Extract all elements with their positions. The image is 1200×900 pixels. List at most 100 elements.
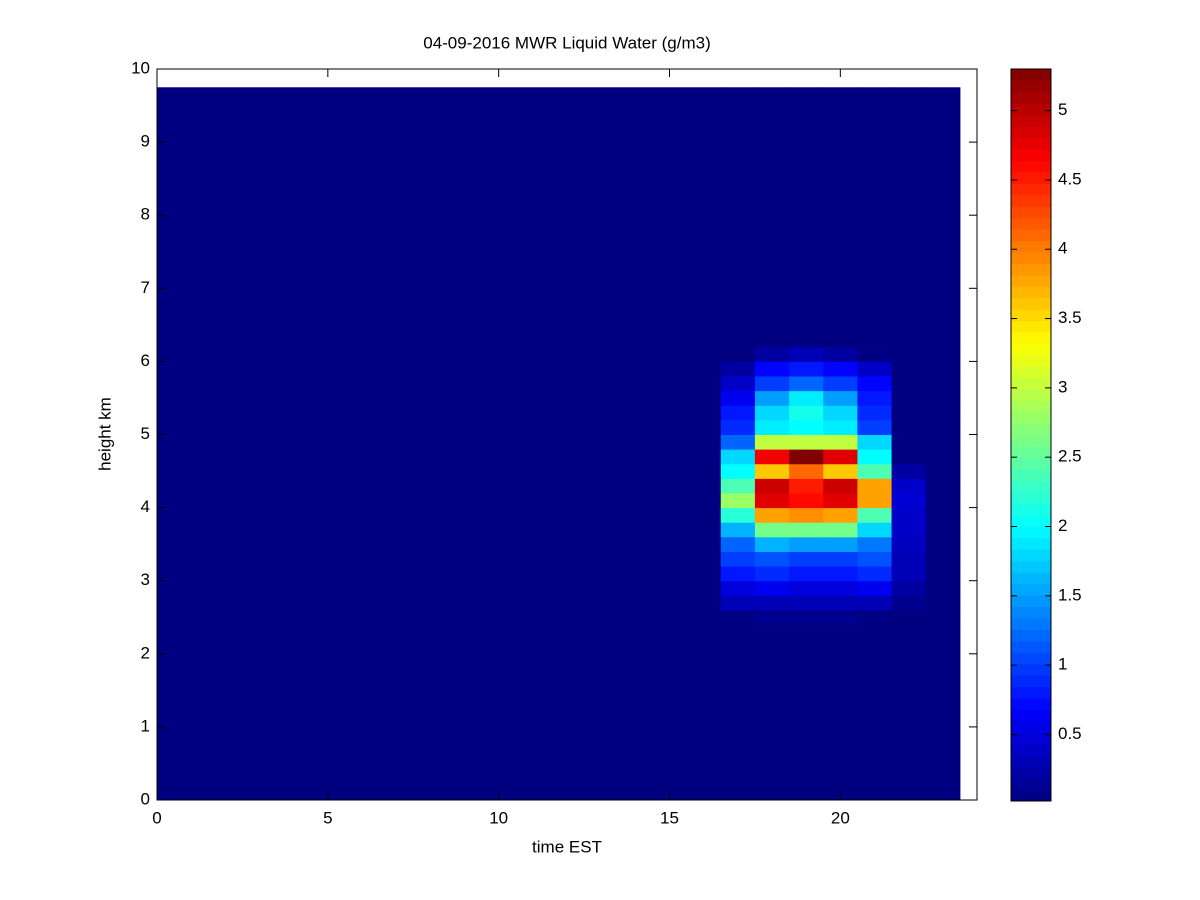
heatmap-cell — [823, 595, 858, 611]
colorbar-swatch — [1011, 194, 1051, 207]
heatmap-cell — [925, 346, 961, 362]
heatmap-cell — [823, 478, 858, 494]
heatmap-cell — [891, 346, 927, 362]
colorbar-swatch — [1011, 263, 1051, 276]
heatmap-cell — [789, 419, 824, 435]
colorbar-swatch — [1011, 595, 1051, 608]
colorbar-swatch — [1011, 618, 1051, 630]
heatmap-cell — [720, 624, 756, 801]
heatmap-cell — [925, 478, 961, 494]
heatmap-cell — [789, 580, 824, 596]
colorbar-swatch — [1011, 412, 1051, 425]
heatmap-cell — [925, 405, 961, 421]
colorbar-swatch — [1011, 549, 1051, 562]
colorbar-swatch — [1011, 446, 1051, 459]
y-tick-label: 6 — [141, 351, 150, 370]
heatmap-cell — [891, 390, 927, 406]
heatmap-cell — [157, 624, 722, 801]
colorbar: 0.5 1 1.5 2 2.5 3 3.5 4 4.5 5 — [1010, 68, 1082, 802]
heatmap-cell — [789, 346, 824, 362]
heatmap-cell — [823, 507, 858, 523]
heatmap-cell — [720, 566, 756, 582]
colorbar-swatch — [1011, 343, 1051, 356]
heatmap-cell — [754, 405, 790, 421]
heatmap-cell — [157, 361, 722, 377]
heatmap-cell — [891, 566, 927, 582]
heatmap-cell — [891, 434, 927, 450]
colorbar-swatch — [1011, 766, 1051, 779]
colorbar-swatch — [1011, 297, 1051, 310]
heatmap-cell — [720, 463, 756, 479]
colorbar-swatch — [1011, 91, 1051, 104]
y-tick-label: 7 — [141, 278, 150, 297]
heatmap-cell — [925, 419, 961, 435]
heatmap-cell — [157, 566, 722, 582]
heatmap-cell — [891, 405, 927, 421]
colorbar-tick-label: 2 — [1058, 516, 1067, 535]
heatmap-cell — [925, 434, 961, 450]
colorbar-swatch — [1011, 171, 1051, 184]
heatmap-cell — [857, 580, 893, 596]
heatmap-cell — [157, 405, 722, 421]
colorbar-tick-label: 0.5 — [1058, 724, 1082, 743]
x-tick-label: 5 — [323, 808, 332, 827]
heatmap-cell — [754, 580, 790, 596]
x-tick-label: 10 — [489, 808, 508, 827]
colorbar-swatch — [1011, 114, 1051, 127]
colorbar-swatch — [1011, 320, 1051, 333]
heatmap-cell — [789, 566, 824, 582]
heatmap-cell — [789, 492, 824, 509]
heatmap-cell — [720, 434, 756, 450]
heatmap-cell — [857, 346, 893, 362]
heatmap-cell — [720, 609, 756, 626]
heatmap-cell — [157, 595, 722, 611]
colorbar-swatch — [1011, 457, 1051, 470]
heatmap-cell — [754, 536, 790, 552]
chart-title: 04-09-2016 MWR Liquid Water (g/m3) — [423, 33, 711, 52]
heatmap-cell — [157, 580, 722, 596]
heatmap-cell — [789, 390, 824, 406]
heatmap-cell — [720, 507, 756, 523]
colorbar-tick-label: 3.5 — [1058, 308, 1082, 327]
heatmap-cell — [925, 624, 961, 801]
heatmap-cell — [720, 595, 756, 611]
heatmap-cell — [789, 361, 824, 377]
colorbar-swatch — [1011, 743, 1051, 756]
colorbar-tick-label: 1 — [1058, 655, 1067, 674]
heatmap-cell — [925, 449, 961, 465]
heatmap-cell — [925, 492, 961, 509]
heatmap-cell — [720, 449, 756, 465]
colorbar-swatch — [1011, 435, 1051, 447]
colorbar-swatch — [1011, 606, 1051, 619]
colorbar-swatch — [1011, 629, 1051, 642]
heatmap-cell — [157, 449, 722, 465]
heatmap-cell — [823, 522, 858, 538]
colorbar-swatch — [1011, 789, 1051, 802]
colorbar-swatch — [1011, 492, 1051, 505]
heatmap-cell — [789, 463, 824, 479]
heatmap-cell — [720, 492, 756, 509]
heatmap-cell — [720, 419, 756, 435]
heatmap-cell — [857, 624, 893, 801]
colorbar-swatch — [1011, 515, 1051, 527]
colorbar-swatch — [1011, 69, 1051, 81]
heatmap-cell — [789, 551, 824, 567]
heatmap-cell — [754, 551, 790, 567]
axes: 0 5 10 15 20 0 1 2 3 4 5 6 7 8 9 10 — [131, 58, 978, 827]
heatmap-cell — [857, 551, 893, 567]
colorbar-swatch — [1011, 286, 1051, 299]
heatmap-cell — [891, 580, 927, 596]
heatmap-cell — [157, 87, 722, 348]
heatmap-cell — [925, 463, 961, 479]
heatmap-cell — [789, 624, 824, 801]
y-tick-label: 1 — [141, 716, 150, 735]
heatmap-cell — [823, 87, 858, 348]
heatmap-cell — [823, 405, 858, 421]
colorbar-swatch — [1011, 675, 1051, 688]
colorbar-swatch — [1011, 526, 1051, 539]
heatmap-cell — [789, 449, 824, 465]
heatmap-cell — [891, 492, 927, 509]
heatmap-cell — [157, 507, 722, 523]
colorbar-swatch — [1011, 423, 1051, 436]
colorbar-swatch — [1011, 720, 1051, 733]
